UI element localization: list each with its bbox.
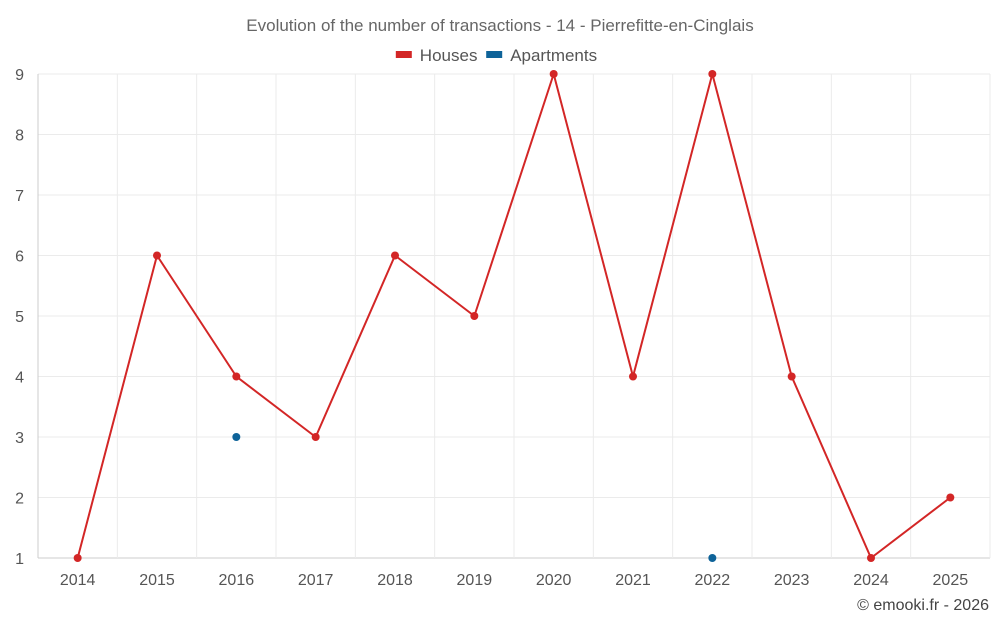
houses-data-point[interactable] [629, 372, 637, 381]
y-tick-label: 2 [15, 491, 24, 508]
houses-data-point[interactable] [232, 372, 241, 381]
x-tick-label: 2015 [139, 572, 175, 589]
x-tick-label: 2020 [536, 572, 572, 589]
houses-data-point[interactable] [549, 70, 558, 78]
legend-label-apartments[interactable]: Apartments [510, 46, 597, 65]
x-tick-label: 2016 [219, 572, 255, 589]
y-tick-label: 7 [15, 188, 24, 205]
houses-data-point[interactable] [867, 554, 875, 562]
legend: Houses Apartments [395, 46, 597, 65]
grid [37, 73, 991, 559]
houses-data-point[interactable] [73, 554, 82, 562]
y-tick-label: 4 [15, 370, 24, 387]
y-tick-label: 3 [15, 430, 24, 447]
houses-data-point[interactable] [153, 251, 161, 260]
x-tick-label: 2017 [298, 572, 334, 589]
series-layer [73, 70, 955, 562]
x-tick-label: 2018 [377, 572, 413, 589]
houses-data-point[interactable] [946, 493, 955, 502]
y-tick-label: 6 [15, 249, 24, 266]
x-tick-label: 2024 [853, 572, 889, 589]
y-tick-label: 8 [15, 128, 24, 145]
y-tick-label: 1 [15, 551, 24, 568]
legend-label-houses[interactable]: Houses [420, 46, 478, 65]
x-tick-label: 2023 [774, 572, 810, 589]
credit-text: © emooki.fr - 2026 [857, 597, 989, 614]
houses-data-point[interactable] [787, 372, 796, 381]
x-tick-label: 2025 [933, 572, 969, 589]
y-tick-label: 5 [15, 309, 24, 326]
houses-data-point[interactable] [391, 251, 399, 260]
legend-swatch-apartments [486, 51, 503, 58]
y-tick-label: 9 [15, 67, 24, 84]
x-tick-label: 2022 [695, 572, 731, 589]
legend-swatch-houses [395, 51, 412, 58]
y-axis: 1 2 3 4 5 6 7 8 9 [15, 67, 24, 568]
apartments-data-point[interactable] [232, 433, 241, 441]
houses-data-point[interactable] [470, 312, 479, 320]
houses-data-point[interactable] [311, 433, 320, 441]
houses-series-line [76, 73, 951, 559]
apartments-data-point[interactable] [708, 554, 717, 562]
x-axis: 2014 2015 2016 2017 2018 2019 2020 2021 2022 2023… [60, 572, 968, 589]
x-tick-label: 2021 [615, 572, 651, 589]
chart-title: Evolution of the number of transactions … [246, 16, 753, 35]
houses-data-point[interactable] [708, 70, 717, 78]
x-tick-label: 2019 [457, 572, 493, 589]
x-tick-label: 2014 [60, 572, 96, 589]
